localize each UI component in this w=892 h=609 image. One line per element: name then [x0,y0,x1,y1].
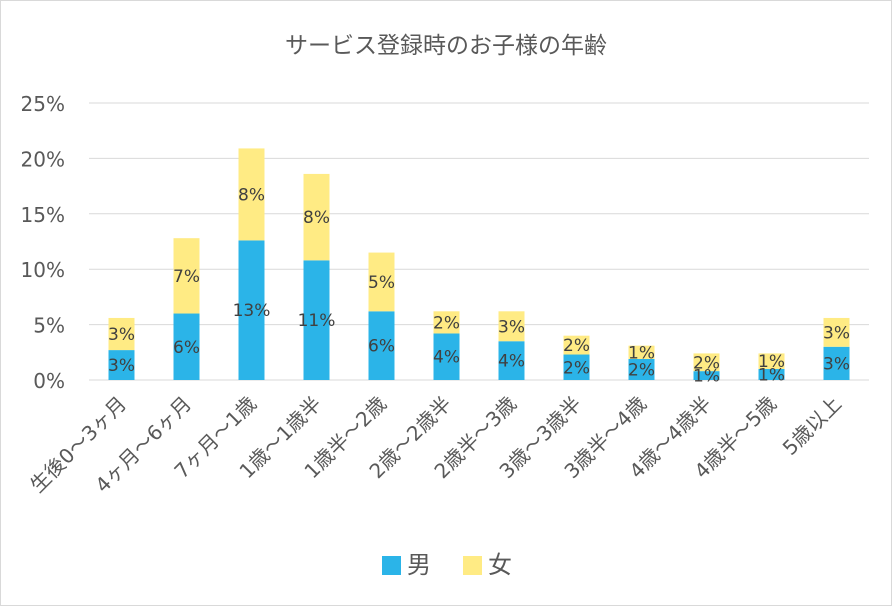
x-axis-ticks: 生後0～3ヶ月4ヶ月～6ヶ月7ヶ月～1歳1歳～1歳半1歳半～2歳2歳～2歳半2歳… [25,392,846,498]
data-label: 5% [368,273,395,293]
data-label: 3% [108,325,135,345]
legend-swatch-male [382,556,401,575]
data-label: 2% [433,313,460,333]
chart-title: サービス登録時のお子様の年齢 [285,33,607,59]
y-axis-ticks: 0% 5% 10% 15% 20% 25% [21,92,65,393]
bar-female [823,317,850,347]
data-label: 4% [498,352,525,372]
grid [89,102,869,381]
data-label: 7% [173,267,200,287]
bar-male [433,333,460,380]
bar-female [563,335,590,355]
bar-female [108,317,135,351]
data-label: 3% [498,317,525,337]
bar-male [238,240,265,380]
bar-male [368,311,395,380]
bar-male [303,260,330,380]
data-label: 13% [233,301,271,321]
bar-male [693,371,720,380]
bar-female [758,353,785,369]
bars [108,148,850,380]
bar-female [238,148,265,241]
data-label: 2% [693,353,720,373]
data-label: 11% [298,311,336,331]
legend-label-female: 女 [488,551,512,579]
y-tick-label: 20% [21,147,65,171]
y-tick-label: 25% [21,92,65,116]
data-labels: 3%3%6%7%13%8%11%8%6%5%4%2%4%3%2%2%2%1%1%… [108,185,850,386]
data-label: 1% [693,367,720,387]
bar-female [433,311,460,334]
data-label: 2% [563,336,590,356]
data-label: 2% [628,360,655,380]
bar-male [108,350,135,380]
y-tick-label: 10% [21,258,65,282]
bar-male [498,341,525,380]
bar-female [303,173,330,261]
y-tick-label: 5% [33,314,65,338]
data-label: 6% [173,338,200,358]
bar-female [368,252,395,312]
data-label: 8% [303,208,330,228]
bar-female [693,353,720,372]
data-label: 4% [433,348,460,368]
bar-male [823,346,850,380]
legend-swatch-female [463,556,482,575]
y-tick-label: 15% [21,203,65,227]
y-tick-label: 0% [33,369,65,393]
bar-female [173,238,200,314]
bar-male [758,368,785,380]
x-tick-label: 5歳以上 [778,392,846,460]
data-label: 8% [238,185,265,205]
data-label: 3% [823,354,850,374]
bar-female [498,311,525,342]
bar-male [563,354,590,380]
data-label: 1% [758,352,785,372]
data-label: 1% [758,365,785,385]
data-label: 1% [628,343,655,363]
data-label: 2% [563,358,590,378]
legend: 男女 [382,551,512,579]
bar-male [173,313,200,380]
data-label: 6% [368,337,395,357]
data-label: 3% [108,356,135,376]
bar-male [628,358,655,380]
data-label: 3% [823,323,850,343]
bar-female [628,345,655,359]
legend-label-male: 男 [407,551,431,579]
